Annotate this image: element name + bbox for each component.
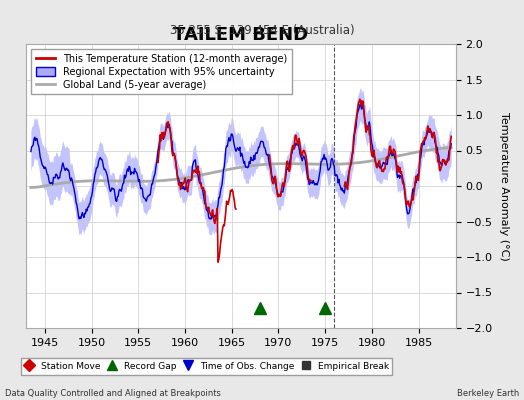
Text: 35.255 S, 139.454 E (Australia): 35.255 S, 139.454 E (Australia) (170, 24, 354, 37)
Text: Data Quality Controlled and Aligned at Breakpoints: Data Quality Controlled and Aligned at B… (5, 389, 221, 398)
Title: TAILEM BEND: TAILEM BEND (173, 26, 309, 44)
Text: Berkeley Earth: Berkeley Earth (456, 389, 519, 398)
Y-axis label: Temperature Anomaly (°C): Temperature Anomaly (°C) (499, 112, 509, 260)
Legend: Station Move, Record Gap, Time of Obs. Change, Empirical Break: Station Move, Record Gap, Time of Obs. C… (21, 358, 392, 375)
